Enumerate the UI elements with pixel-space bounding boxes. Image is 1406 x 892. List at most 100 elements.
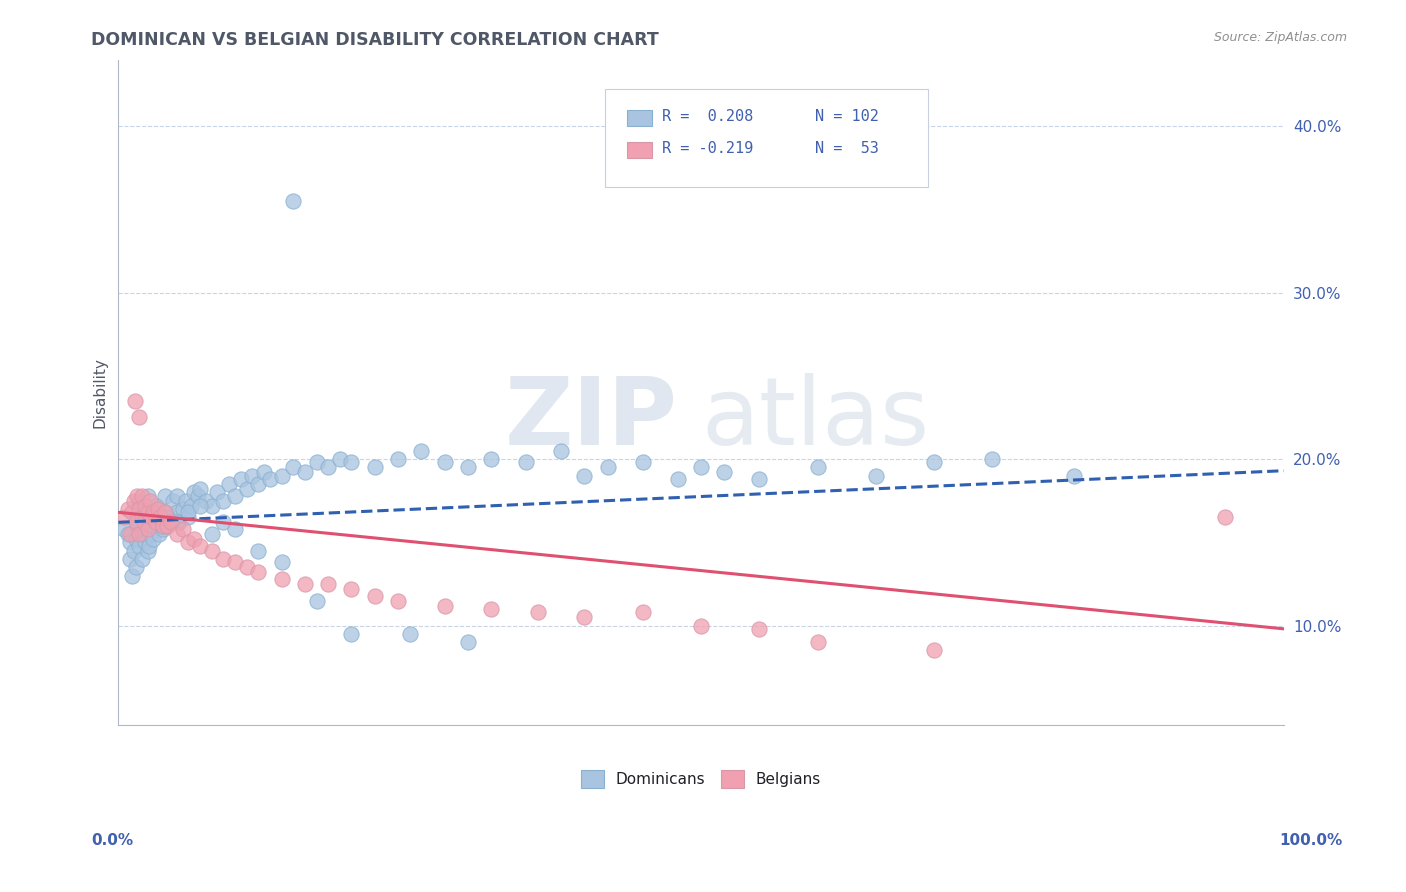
Point (270, 555, 292, 569)
Text: atlas: atlas (702, 373, 929, 465)
Point (160, 510, 183, 524)
Point (125, 560, 148, 574)
Point (172, 522, 194, 536)
Point (149, 510, 172, 524)
Point (112, 522, 135, 536)
Text: 100.0%: 100.0% (1279, 833, 1343, 847)
Point (152, 518, 174, 533)
Point (128, 410, 150, 425)
Point (922, 643, 945, 657)
Point (131, 489, 153, 503)
Point (235, 482, 257, 496)
Text: N = 102: N = 102 (815, 110, 879, 124)
Point (146, 502, 169, 516)
Point (117, 502, 139, 516)
Point (387, 593, 409, 607)
Point (180, 499, 202, 513)
Point (550, 443, 572, 458)
Point (398, 627, 420, 641)
Point (160, 516, 183, 530)
Point (153, 505, 176, 519)
Point (128, 493, 150, 508)
Point (201, 527, 224, 541)
Point (270, 572, 292, 586)
Point (153, 489, 176, 503)
Point (136, 543, 159, 558)
Point (201, 543, 224, 558)
Point (283, 460, 305, 475)
Point (865, 468, 887, 483)
Point (167, 516, 190, 530)
Point (224, 522, 246, 536)
Point (120, 527, 142, 541)
Point (527, 605, 550, 619)
Point (132, 527, 155, 541)
Point (188, 482, 211, 496)
Point (128, 516, 150, 530)
Point (340, 455, 363, 469)
Legend: Dominicans, Belgians: Dominicans, Belgians (575, 764, 827, 794)
Point (136, 522, 159, 536)
Point (207, 485, 229, 500)
Point (364, 589, 387, 603)
Text: 0.0%: 0.0% (91, 833, 134, 847)
Point (212, 552, 235, 566)
Point (183, 532, 205, 546)
Point (134, 535, 156, 549)
Point (174, 493, 197, 508)
Point (166, 516, 188, 530)
Point (145, 510, 167, 524)
Point (149, 510, 172, 524)
Point (124, 393, 146, 408)
Point (316, 577, 339, 591)
Text: R = -0.219: R = -0.219 (662, 142, 754, 156)
Point (690, 460, 713, 475)
Point (145, 516, 167, 530)
Point (125, 516, 148, 530)
Point (364, 460, 387, 475)
Point (479, 602, 502, 616)
Point (177, 505, 200, 519)
Point (329, 452, 352, 467)
Point (122, 543, 145, 558)
Point (166, 489, 188, 503)
Point (183, 485, 205, 500)
Point (121, 505, 143, 519)
Point (134, 499, 156, 513)
Point (120, 552, 142, 566)
Point (631, 605, 654, 619)
Point (131, 510, 153, 524)
Point (132, 502, 155, 516)
Point (128, 502, 150, 516)
Point (259, 472, 281, 486)
Point (247, 543, 270, 558)
Point (316, 460, 339, 475)
Point (122, 493, 145, 508)
Point (139, 518, 162, 533)
Point (242, 468, 264, 483)
Point (156, 518, 179, 533)
Point (283, 194, 305, 208)
Point (201, 499, 224, 513)
Point (433, 455, 456, 469)
Point (218, 477, 240, 491)
Y-axis label: Disability: Disability (93, 357, 107, 428)
Point (806, 460, 828, 475)
Point (305, 593, 328, 607)
Point (146, 502, 169, 516)
Point (188, 499, 211, 513)
Point (139, 510, 162, 524)
Point (457, 460, 479, 475)
Point (128, 527, 150, 541)
Point (433, 599, 456, 613)
Point (132, 510, 155, 524)
Point (142, 532, 165, 546)
Point (1213, 510, 1236, 524)
Point (131, 527, 153, 541)
Point (156, 518, 179, 533)
Point (117, 527, 139, 541)
Point (194, 493, 217, 508)
Point (247, 477, 270, 491)
Text: Source: ZipAtlas.com: Source: ZipAtlas.com (1213, 31, 1347, 45)
Point (340, 627, 363, 641)
